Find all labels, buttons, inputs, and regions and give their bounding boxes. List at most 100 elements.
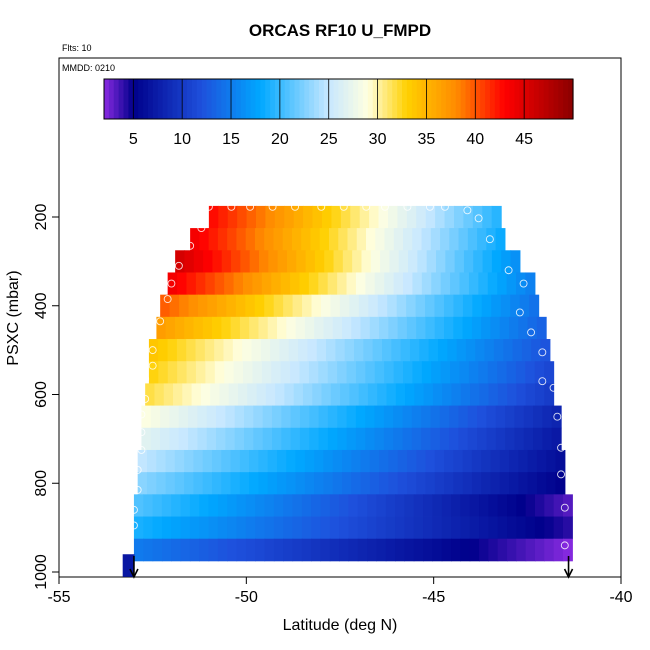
y-axis-label: PSXC (mbar) — [5, 270, 22, 365]
heatmap-cell — [486, 427, 497, 451]
heatmap-cell — [234, 427, 245, 451]
heatmap-cell — [360, 316, 371, 340]
heatmap-cell — [478, 361, 489, 384]
flight-point — [197, 224, 206, 233]
heatmap-cell — [286, 449, 297, 473]
heatmap-cell — [341, 316, 352, 340]
heatmap-cell — [174, 316, 185, 340]
colorbar-segment — [362, 79, 369, 119]
heatmap-cell — [487, 272, 498, 296]
heatmap-cell — [369, 316, 380, 340]
heatmap-cell — [497, 272, 508, 296]
heatmap-cell — [329, 494, 340, 517]
heatmap-cell — [510, 250, 521, 273]
heatmap-cell — [477, 405, 488, 429]
heatmap-cell — [156, 316, 167, 340]
heatmap-cell — [254, 228, 265, 251]
heatmap-cell — [273, 228, 284, 251]
heatmap-cell — [419, 339, 430, 362]
heatmap-cell — [274, 205, 285, 229]
heatmap-cell — [253, 427, 264, 451]
heatmap-cell — [357, 538, 368, 562]
heatmap-cell — [516, 516, 527, 540]
flight-point — [141, 375, 150, 383]
heatmap-cell — [277, 250, 288, 273]
heatmap-cell — [311, 294, 322, 318]
heatmap-cell — [340, 383, 350, 406]
heatmap-cell — [156, 472, 167, 495]
heatmap-cell — [271, 427, 282, 451]
heatmap-cell — [302, 383, 313, 406]
colorbar-segment — [431, 79, 437, 119]
heatmap-cell — [216, 405, 226, 429]
heatmap-cell — [184, 250, 195, 273]
flight-point — [403, 202, 412, 211]
heatmap-cell — [361, 250, 372, 273]
heatmap-cell — [377, 294, 388, 318]
y-tick-label: 200 — [33, 204, 50, 231]
heatmap-cell — [243, 361, 254, 384]
colorbar-segment — [411, 79, 418, 119]
colorbar-tick-label: 40 — [466, 131, 484, 148]
heatmap-cell — [320, 516, 331, 540]
heatmap-cell — [482, 250, 493, 273]
heatmap-cell — [536, 449, 547, 473]
colorbar-segment — [416, 79, 423, 119]
flight-point — [515, 308, 524, 317]
heatmap-cell — [282, 228, 293, 251]
heatmap-cell — [318, 361, 329, 384]
heatmap-cell — [553, 516, 564, 540]
heatmap-cell — [393, 405, 404, 429]
flight-point — [186, 241, 195, 250]
flight-point — [317, 202, 326, 211]
mmdd-label: MMDD: 0210 — [62, 63, 115, 73]
heatmap-cell — [249, 250, 260, 273]
heatmap-cell — [535, 383, 545, 406]
colorbar-tick-label: 5 — [129, 131, 138, 148]
colorbar-segment — [485, 79, 491, 119]
heatmap-cell — [460, 494, 471, 517]
heatmap-cell — [404, 538, 415, 562]
heatmap-cell — [488, 516, 499, 540]
flight-point — [474, 214, 483, 223]
heatmap-cell — [374, 405, 385, 429]
heatmap-cell — [462, 294, 473, 318]
heatmap-cell — [444, 316, 454, 340]
heatmap-cell — [236, 538, 247, 562]
heatmap-cell — [453, 316, 464, 340]
heatmap-cell — [471, 449, 482, 473]
flight-point — [440, 202, 449, 211]
heatmap-cell — [375, 228, 386, 251]
heatmap-cell — [425, 205, 436, 229]
heatmap-cell — [150, 405, 161, 429]
heatmap-cell — [421, 405, 432, 429]
heatmap-cell — [508, 316, 519, 340]
heatmap-cell — [165, 316, 176, 340]
heatmap-cell — [314, 250, 325, 273]
heatmap-cell — [441, 494, 452, 517]
colorbar-segment — [152, 79, 159, 119]
heatmap-cell — [308, 272, 319, 296]
heatmap-cell — [152, 538, 163, 562]
heatmap-cell — [477, 427, 488, 451]
heatmap-cell — [326, 339, 336, 362]
colorbar-segment — [358, 79, 364, 119]
heatmap-cell — [397, 316, 408, 340]
heatmap-cell — [386, 383, 397, 406]
heatmap-cell — [551, 405, 562, 429]
heatmap-cell — [468, 361, 479, 384]
colorbar-frame — [103, 78, 574, 120]
heatmap-cell — [349, 383, 360, 406]
heatmap-cell — [462, 472, 473, 495]
heatmap-cell — [389, 250, 400, 273]
heatmap-cell — [562, 538, 573, 562]
heatmap-cell — [219, 383, 230, 406]
colorbar-segment — [436, 79, 442, 119]
heatmap-cell — [320, 538, 331, 562]
flight-point — [557, 470, 565, 479]
heatmap-cell — [350, 205, 361, 229]
heatmap-cell — [273, 538, 284, 562]
heatmap-cell — [191, 383, 202, 406]
heatmap-cell — [301, 494, 312, 517]
flight-point — [538, 377, 547, 386]
